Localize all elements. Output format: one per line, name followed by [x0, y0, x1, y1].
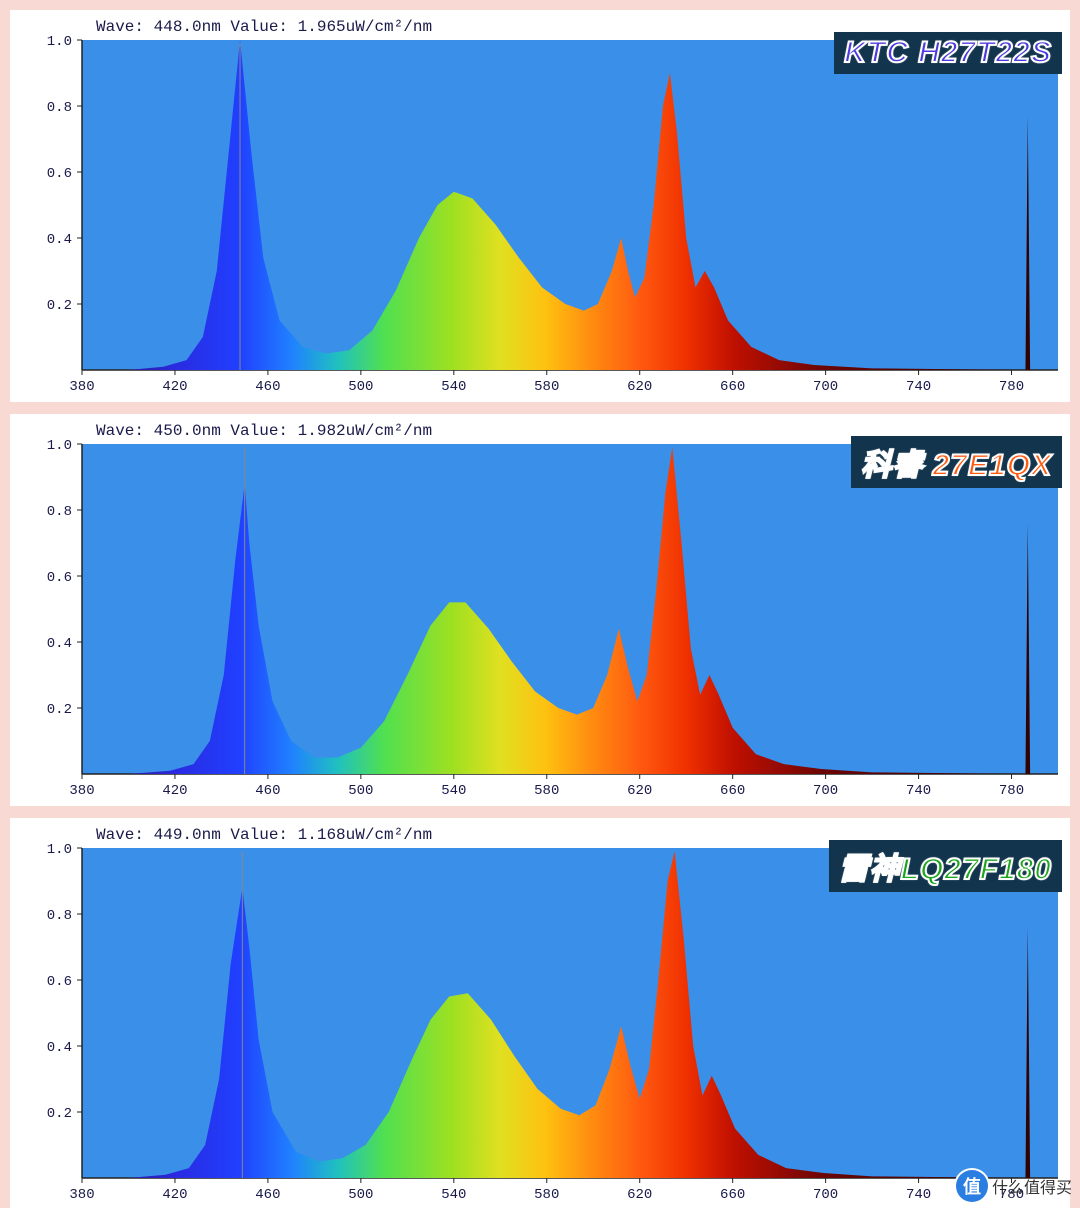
svg-text:740: 740: [906, 379, 931, 395]
svg-text:380: 380: [69, 783, 94, 799]
svg-text:620: 620: [627, 1187, 652, 1203]
svg-text:540: 540: [441, 1187, 466, 1203]
chart-header-text: Wave: 450.0nm Value: 1.982uW/cm²/nm: [96, 422, 432, 440]
svg-text:0.6: 0.6: [47, 570, 72, 586]
svg-text:780: 780: [999, 783, 1024, 799]
svg-text:460: 460: [255, 783, 280, 799]
svg-text:0.4: 0.4: [47, 232, 72, 248]
svg-text:700: 700: [813, 1187, 838, 1203]
svg-text:380: 380: [69, 1187, 94, 1203]
svg-text:1.0: 1.0: [47, 438, 72, 454]
svg-text:540: 540: [441, 783, 466, 799]
svg-text:660: 660: [720, 1187, 745, 1203]
product-badge: 科睿 27E1QX: [851, 436, 1062, 488]
svg-text:0.2: 0.2: [47, 702, 72, 718]
watermark: 值 什么值得买: [956, 1170, 1072, 1202]
watermark-text: 什么值得买: [992, 1174, 1072, 1198]
svg-text:0.6: 0.6: [47, 974, 72, 990]
chart-header-text: Wave: 449.0nm Value: 1.168uW/cm²/nm: [96, 826, 432, 844]
svg-text:700: 700: [813, 379, 838, 395]
svg-text:420: 420: [162, 379, 187, 395]
svg-text:0.4: 0.4: [47, 1040, 72, 1056]
svg-text:0.2: 0.2: [47, 298, 72, 314]
svg-text:660: 660: [720, 783, 745, 799]
svg-text:500: 500: [348, 379, 373, 395]
spectrum-panel-1: Wave: 448.0nm Value: 1.965uW/cm²/nm KTC …: [10, 10, 1070, 402]
svg-text:460: 460: [255, 379, 280, 395]
svg-text:700: 700: [813, 783, 838, 799]
watermark-icon: 值: [956, 1170, 988, 1202]
svg-text:0.2: 0.2: [47, 1106, 72, 1122]
svg-text:580: 580: [534, 379, 559, 395]
product-badge: KTC H27T22S: [834, 32, 1062, 74]
svg-text:0.8: 0.8: [47, 908, 72, 924]
svg-text:420: 420: [162, 783, 187, 799]
spectrum-panel-3: Wave: 449.0nm Value: 1.168uW/cm²/nm 雷神LQ…: [10, 818, 1070, 1210]
svg-text:580: 580: [534, 783, 559, 799]
svg-text:0.4: 0.4: [47, 636, 72, 652]
chart-header-text: Wave: 448.0nm Value: 1.965uW/cm²/nm: [96, 18, 432, 36]
svg-text:0.8: 0.8: [47, 504, 72, 520]
watermark-icon-text: 值: [963, 1173, 981, 1199]
svg-text:0.6: 0.6: [47, 166, 72, 182]
svg-text:380: 380: [69, 379, 94, 395]
svg-text:420: 420: [162, 1187, 187, 1203]
svg-text:580: 580: [534, 1187, 559, 1203]
svg-text:1.0: 1.0: [47, 34, 72, 50]
svg-text:500: 500: [348, 1187, 373, 1203]
svg-text:740: 740: [906, 783, 931, 799]
svg-text:740: 740: [906, 1187, 931, 1203]
spectrum-panel-2: Wave: 450.0nm Value: 1.982uW/cm²/nm 科睿 2…: [10, 414, 1070, 806]
svg-text:620: 620: [627, 379, 652, 395]
product-badge: 雷神LQ27F180: [829, 840, 1062, 892]
svg-text:660: 660: [720, 379, 745, 395]
svg-text:460: 460: [255, 1187, 280, 1203]
svg-text:500: 500: [348, 783, 373, 799]
svg-text:1.0: 1.0: [47, 842, 72, 858]
svg-text:620: 620: [627, 783, 652, 799]
svg-text:540: 540: [441, 379, 466, 395]
svg-text:0.8: 0.8: [47, 100, 72, 116]
page-background: Wave: 448.0nm Value: 1.965uW/cm²/nm KTC …: [0, 0, 1080, 1208]
svg-text:780: 780: [999, 379, 1024, 395]
